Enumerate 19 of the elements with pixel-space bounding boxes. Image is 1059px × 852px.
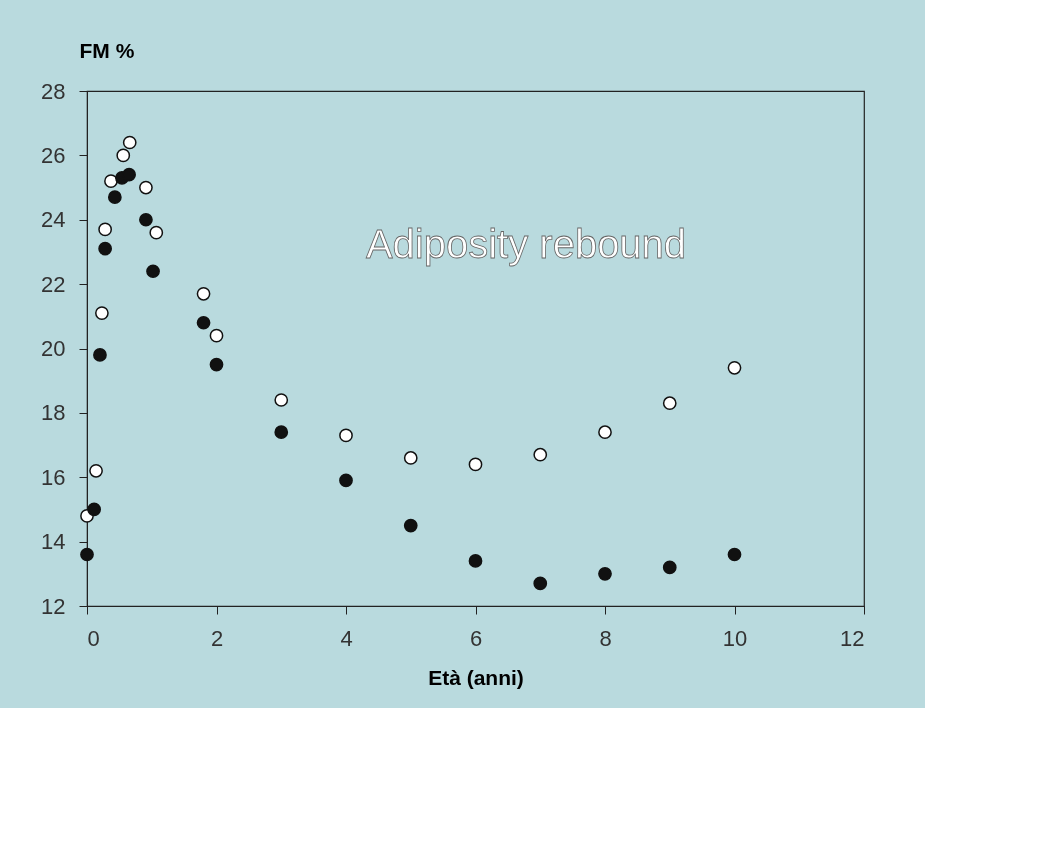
x-tick-label: 6: [469, 625, 483, 651]
y-tick-label: 28: [41, 78, 66, 104]
x-tick-label: 12: [840, 625, 865, 651]
y-tick-label: 14: [41, 529, 66, 555]
y-tick-label: 20: [41, 336, 66, 361]
y-tick-label: 16: [41, 464, 66, 490]
y-tick-label: 24: [41, 207, 66, 233]
annotation: Adiposity rebound: [365, 221, 687, 266]
y-tick-label: 26: [41, 142, 66, 168]
x-tick-label: 0: [87, 625, 100, 651]
y-tick-label: 12: [41, 593, 66, 619]
y-tick-label: 22: [41, 271, 66, 297]
x-tick-label: 8: [599, 625, 612, 651]
x-tick-label: 10: [722, 625, 748, 651]
y-axis-title: FM %: [79, 38, 135, 62]
y-tick-label: 18: [41, 400, 66, 426]
x-tick-label: 2: [210, 625, 224, 651]
x-tick-label: 4: [340, 625, 353, 651]
x-axis-title: Età (anni): [428, 665, 524, 689]
